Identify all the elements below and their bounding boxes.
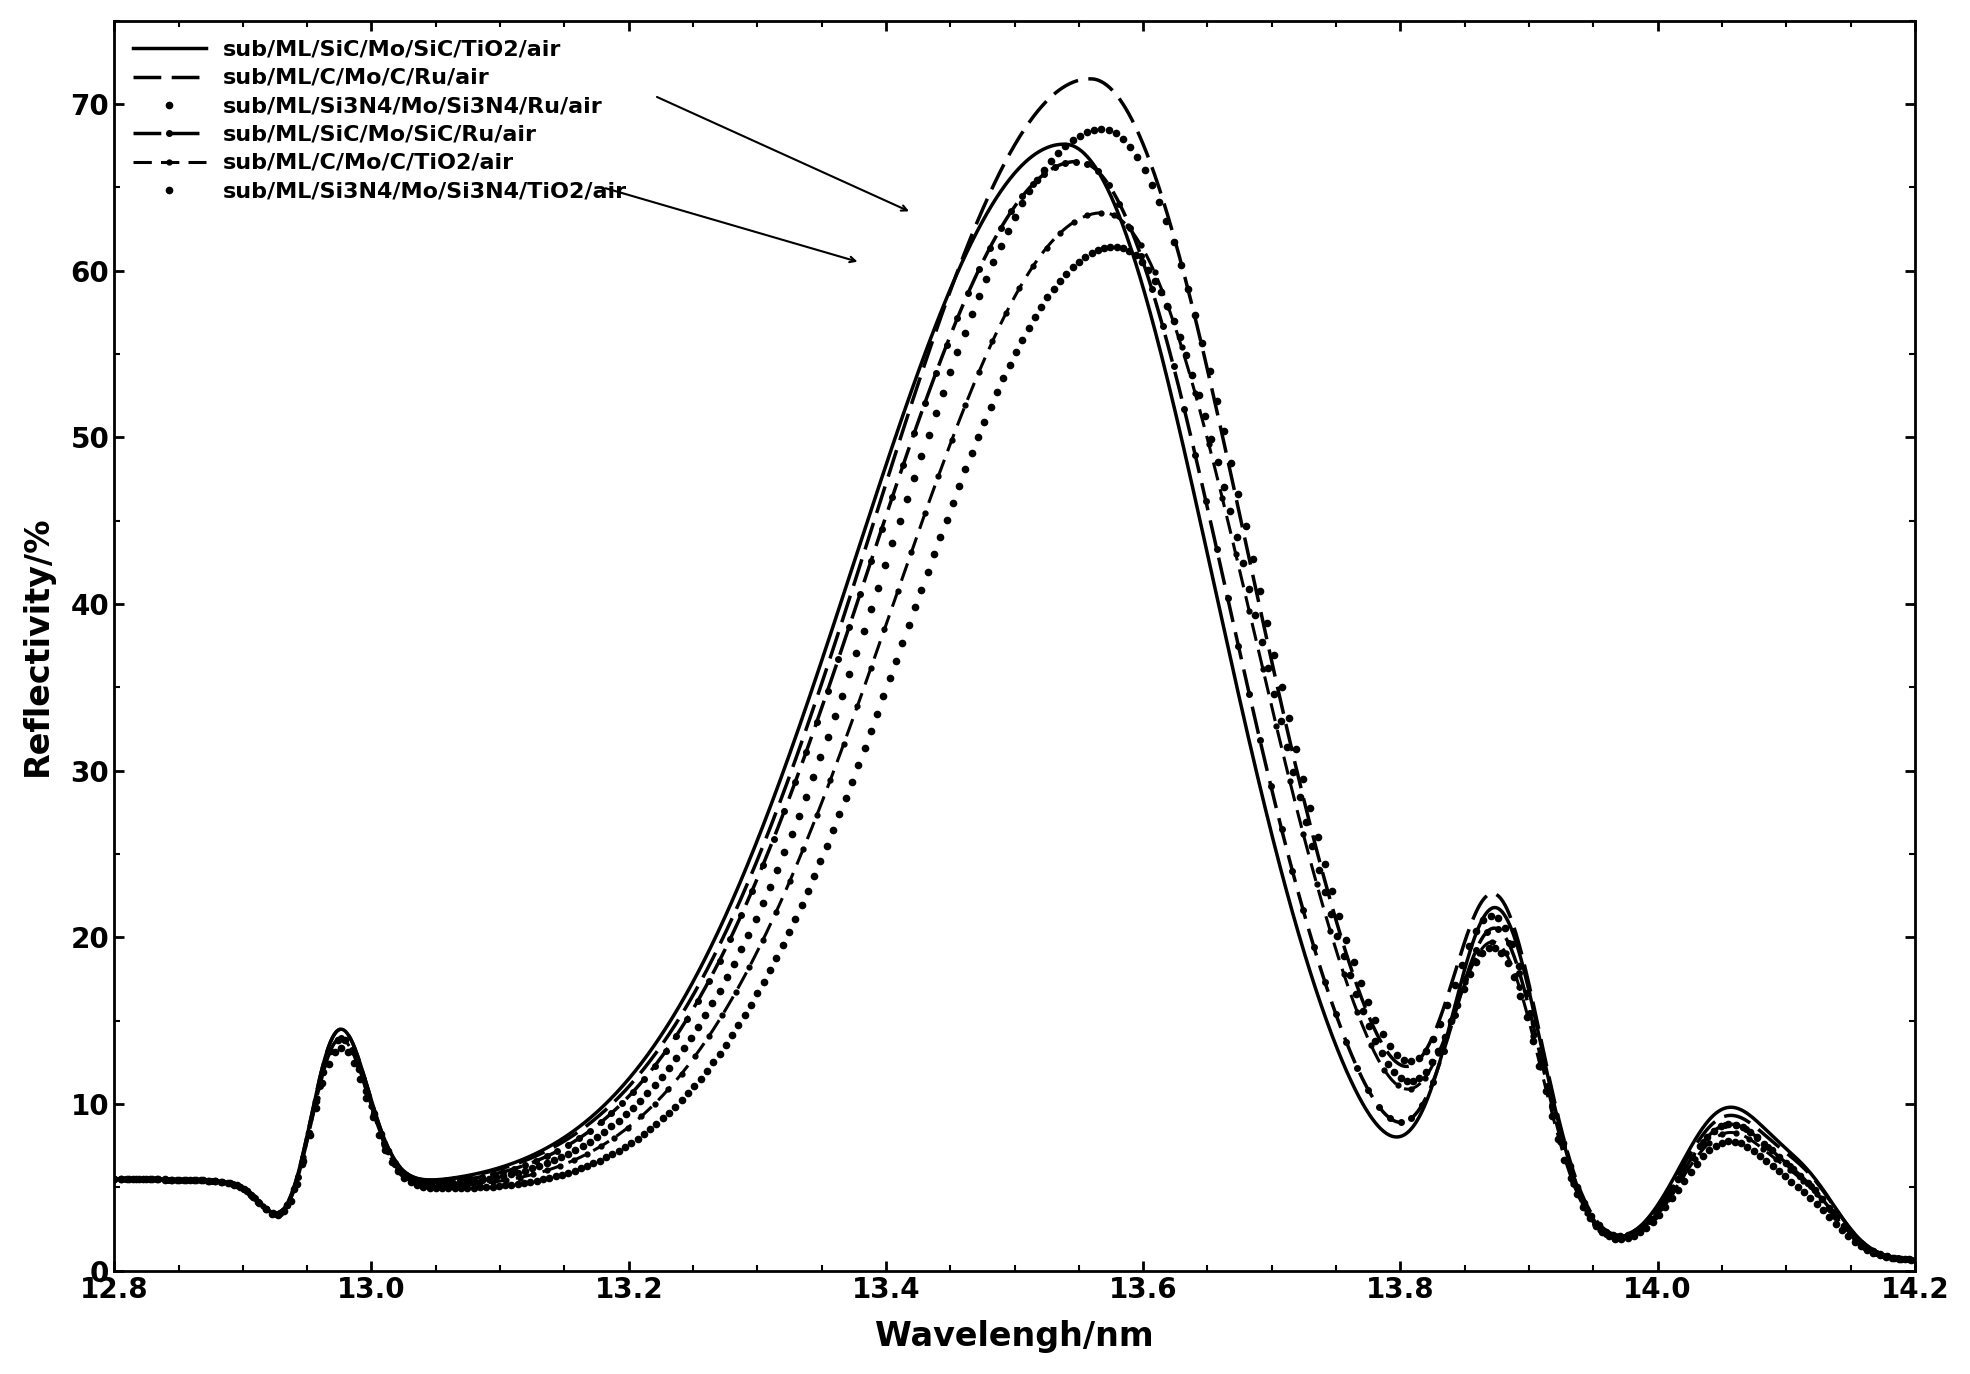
Legend: sub/ML/SiC/Mo/SiC/TiO2/air, sub/ML/C/Mo/C/Ru/air, sub/ML/Si3N4/Mo/Si3N4/Ru/air, : sub/ML/SiC/Mo/SiC/TiO2/air, sub/ML/C/Mo/… [124,32,634,210]
X-axis label: Wavelengh/nm: Wavelengh/nm [875,1320,1154,1353]
Y-axis label: Reflectivity/%: Reflectivity/% [22,515,53,776]
